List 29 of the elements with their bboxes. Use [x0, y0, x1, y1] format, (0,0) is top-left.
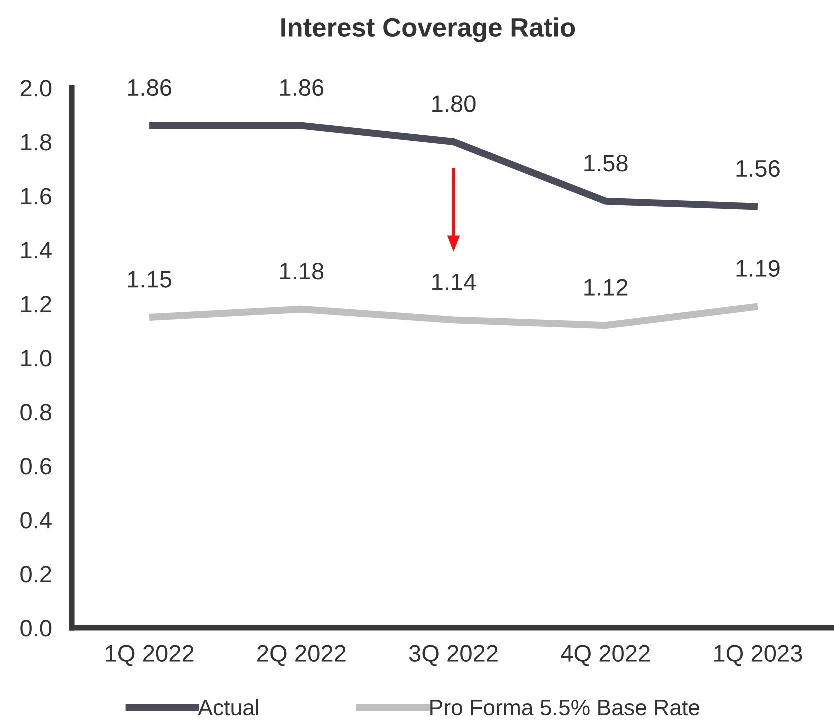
data-label: 1.86	[128, 79, 172, 96]
data-label: 1.58	[584, 155, 628, 172]
data-label: 1.86	[280, 79, 324, 96]
y-tick-label: 2.0	[20, 80, 52, 97]
legend-label: Actual	[198, 699, 258, 716]
x-tick-label: 1Q 2022	[106, 645, 194, 666]
y-tick-label: 0.2	[20, 566, 52, 583]
y-tick-label: 0.6	[20, 458, 52, 475]
x-tick-label: 3Q 2022	[409, 645, 498, 666]
chart-title: Interest Coverage Ratio	[282, 18, 576, 42]
legend-label: Pro Forma 5.5% Base Rate	[430, 700, 700, 716]
data-label: 1.14	[432, 274, 476, 290]
x-tick-label: 1Q 2023	[714, 645, 802, 666]
data-label: 1.80	[432, 96, 476, 112]
data-label: 1.19	[736, 260, 780, 278]
data-label: 1.18	[280, 263, 324, 280]
data-label: 1.15	[128, 271, 172, 288]
y-tick-label: 1.2	[22, 296, 52, 313]
y-tick-label: 0.8	[20, 404, 52, 421]
data-label: 1.12	[584, 279, 628, 296]
y-tick-label: 1.6	[22, 188, 52, 205]
y-tick-label: 1.4	[22, 242, 52, 259]
y-tick-label: 1.0	[22, 350, 52, 367]
y-tick-label: 0.0	[20, 620, 52, 637]
y-tick-label: 0.4	[20, 512, 52, 529]
x-tick-label: 4Q 2022	[561, 645, 650, 666]
x-tick-label: 2Q 2022	[258, 645, 346, 666]
data-label: 1.56	[736, 160, 780, 178]
y-tick-label: 1.8	[22, 134, 52, 151]
